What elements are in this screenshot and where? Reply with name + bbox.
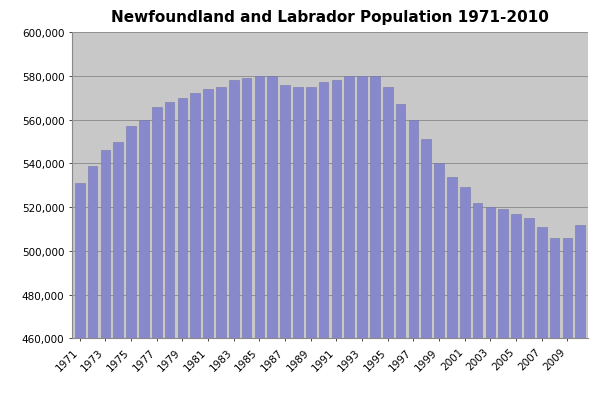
Bar bbox=[101, 151, 110, 413]
Bar bbox=[152, 107, 161, 413]
Bar bbox=[575, 225, 585, 413]
Bar bbox=[396, 105, 406, 413]
Bar bbox=[383, 88, 392, 413]
Bar bbox=[511, 214, 521, 413]
Bar bbox=[242, 79, 251, 413]
Bar bbox=[434, 164, 444, 413]
Bar bbox=[421, 140, 431, 413]
Bar bbox=[280, 85, 290, 413]
Bar bbox=[460, 188, 470, 413]
Bar bbox=[447, 177, 457, 413]
Bar bbox=[319, 83, 328, 413]
Bar bbox=[499, 210, 508, 413]
Bar bbox=[203, 90, 213, 413]
Bar bbox=[75, 184, 85, 413]
Bar bbox=[165, 103, 175, 413]
Bar bbox=[524, 218, 534, 413]
Bar bbox=[126, 127, 136, 413]
Bar bbox=[216, 88, 226, 413]
Bar bbox=[229, 81, 239, 413]
Bar bbox=[344, 77, 354, 413]
Bar bbox=[563, 238, 572, 413]
Bar bbox=[537, 227, 547, 413]
Bar bbox=[293, 88, 303, 413]
Bar bbox=[473, 203, 482, 413]
Bar bbox=[88, 166, 97, 413]
Bar bbox=[139, 120, 149, 413]
Bar bbox=[113, 142, 123, 413]
Bar bbox=[409, 120, 418, 413]
Bar bbox=[357, 77, 367, 413]
Title: Newfoundland and Labrador Population 1971-2010: Newfoundland and Labrador Population 197… bbox=[111, 10, 549, 25]
Bar bbox=[178, 99, 187, 413]
Bar bbox=[332, 81, 341, 413]
Bar bbox=[550, 238, 559, 413]
Bar bbox=[370, 77, 380, 413]
Bar bbox=[306, 88, 316, 413]
Bar bbox=[254, 77, 264, 413]
Bar bbox=[485, 208, 495, 413]
Bar bbox=[268, 77, 277, 413]
Bar bbox=[190, 94, 200, 413]
